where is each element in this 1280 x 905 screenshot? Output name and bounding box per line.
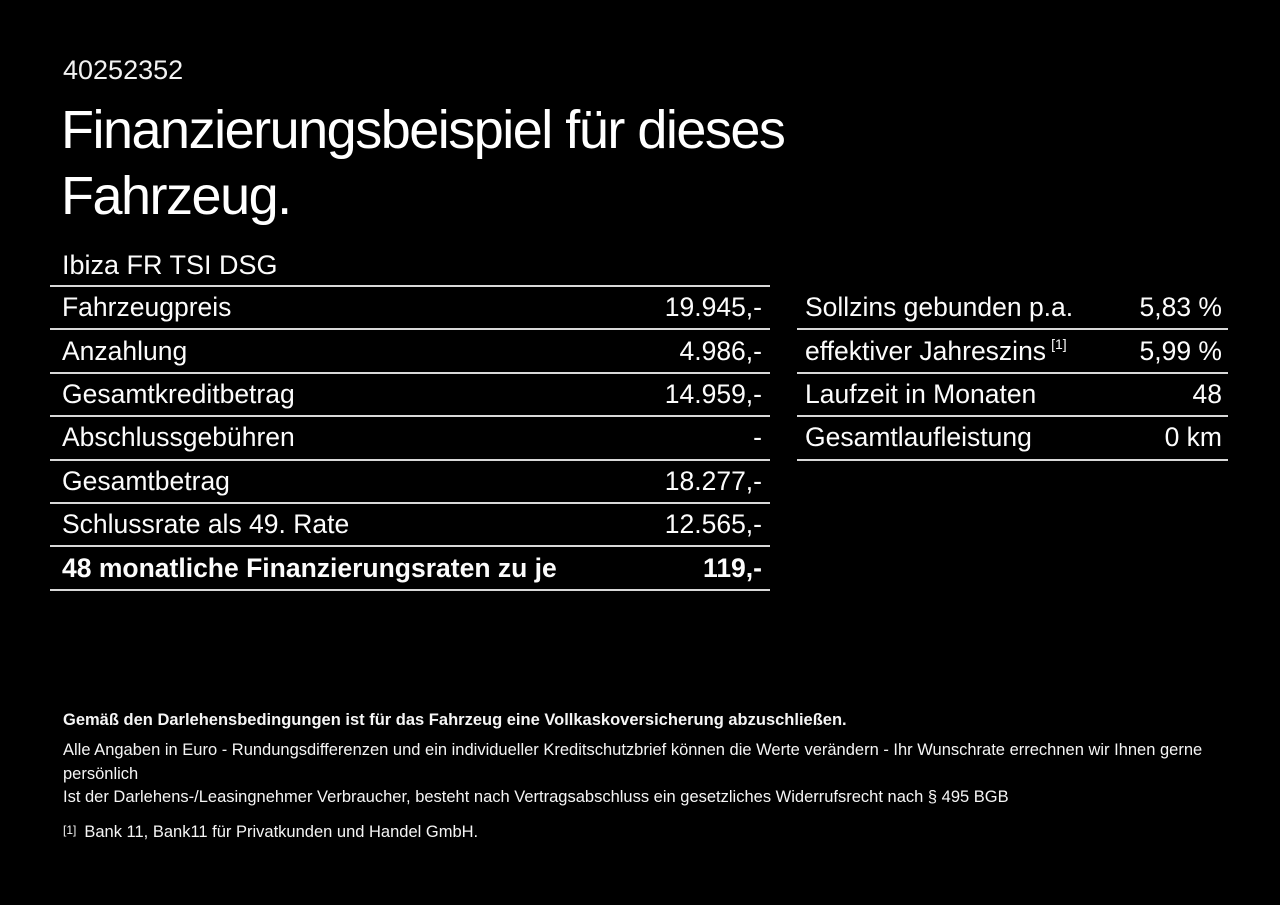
- row-label: Sollzins gebunden p.a.: [805, 292, 1074, 323]
- row-value: 19.945,-: [664, 292, 762, 323]
- page-title: Finanzierungsbeispiel für dieses Fahrzeu…: [61, 97, 786, 229]
- vehicle-model: Ibiza FR TSI DSG: [50, 245, 770, 287]
- row-label: Gesamtbetrag: [62, 465, 230, 496]
- footnote-marker: [1]: [63, 822, 77, 837]
- footer-note: Ist der Darlehens-/Leasingnehmer Verbrau…: [63, 788, 1009, 806]
- page-title-line-1: Finanzierungsbeispiel für dieses: [61, 100, 786, 160]
- row-label: Fahrzeugpreis: [62, 292, 232, 323]
- vehicle-id: 40252352: [63, 55, 184, 85]
- table-row-term-months: Laufzeit in Monaten 48: [797, 374, 1228, 418]
- row-value: 5,83 %: [1139, 292, 1222, 323]
- table-row-final-rate: Schlussrate als 49. Rate 12.565,-: [50, 504, 770, 548]
- row-label: Abschlussgebühren: [62, 422, 295, 453]
- footnote-reference: [1]: [1051, 335, 1067, 352]
- row-label: effektiver Jahreszins [1]: [805, 335, 1067, 366]
- row-value: 119,-: [703, 552, 762, 583]
- row-label: Schlussrate als 49. Rate: [62, 509, 350, 540]
- footnote: [1] Bank 11, Bank11 für Privatkunden und …: [63, 823, 1228, 842]
- row-label: 48 monatliche Finanzierungsraten zu je: [62, 552, 557, 583]
- row-value: 18.277,-: [664, 465, 762, 496]
- row-label: Gesamtkreditbetrag: [62, 378, 295, 409]
- conditions-table: Sollzins gebunden p.a. 5,83 % effektiver…: [797, 287, 1228, 461]
- row-value: 14.959,-: [664, 378, 762, 409]
- row-label: Laufzeit in Monaten: [805, 378, 1037, 409]
- row-value: 12.565,-: [664, 509, 762, 540]
- table-row-monthly-rate: 48 monatliche Finanzierungsraten zu je 1…: [50, 547, 770, 591]
- table-row-effective-apr: effektiver Jahreszins [1] 5,99 %: [797, 330, 1228, 374]
- table-row-total-amount: Gesamtbetrag 18.277,-: [50, 461, 770, 504]
- table-row-total-mileage: Gesamtlaufleistung 0 km: [797, 417, 1228, 461]
- footer-note-bold: Gemäß den Darlehensbedingungen ist für d…: [63, 711, 847, 729]
- table-row-closing-fees: Abschlussgebühren -: [50, 417, 770, 461]
- table-row-down-payment: Anzahlung 4.986,-: [50, 330, 770, 374]
- footer-note: Alle Angaben in Euro - Rundungsdifferenz…: [63, 741, 1203, 783]
- row-value: 0 km: [1164, 422, 1222, 453]
- legal-footer: Gemäß den Darlehensbedingungen ist für d…: [63, 709, 1228, 842]
- row-value: 48: [1192, 378, 1222, 409]
- table-row-total-credit: Gesamtkreditbetrag 14.959,-: [50, 374, 770, 418]
- row-label: Gesamtlaufleistung: [805, 422, 1032, 453]
- row-value: 4.986,-: [679, 335, 762, 366]
- row-value: -: [753, 422, 762, 453]
- footer-notes: Alle Angaben in Euro - Rundungsdifferenz…: [63, 739, 1228, 810]
- page-title-line-2: Fahrzeug.: [61, 166, 292, 226]
- row-value: 5,99 %: [1139, 335, 1222, 366]
- row-label: Anzahlung: [62, 335, 188, 366]
- footnote-text: Bank 11, Bank11 für Privatkunden und Han…: [84, 822, 479, 841]
- table-row-vehicle-price: Fahrzeugpreis 19.945,-: [50, 287, 770, 331]
- table-row-borrowing-rate: Sollzins gebunden p.a. 5,83 %: [797, 287, 1228, 331]
- financing-table: Ibiza FR TSI DSG Fahrzeugpreis 19.945,- …: [50, 245, 770, 591]
